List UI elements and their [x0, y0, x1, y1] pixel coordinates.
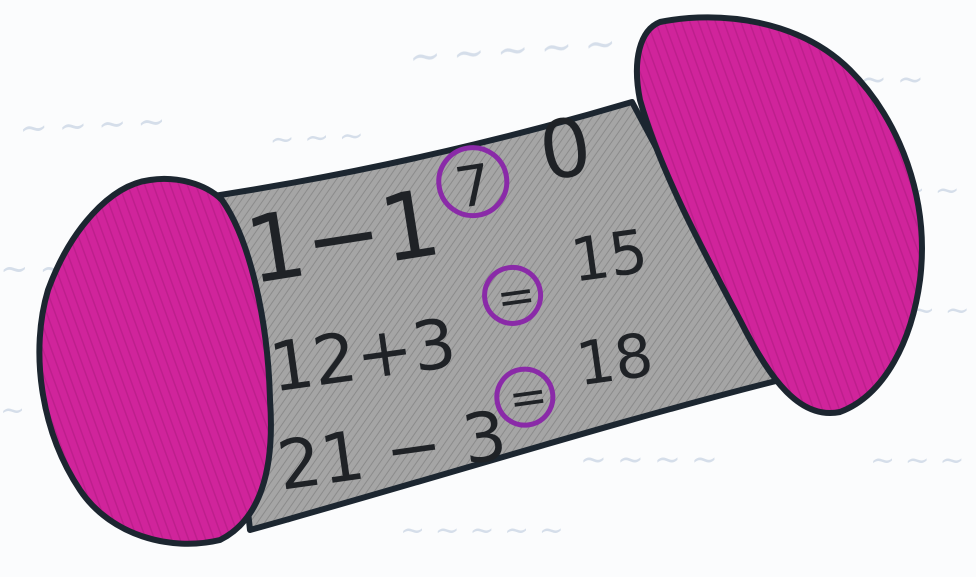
svg-text:~ ~ ~ ~ ~: ~ ~ ~ ~ ~: [400, 513, 564, 548]
svg-text:~ ~ ~: ~ ~ ~: [269, 118, 365, 158]
equation-2-sign: =: [493, 267, 539, 326]
equation-3-sign: =: [505, 367, 551, 426]
svg-text:~ ~ ~ ~ ~: ~ ~ ~ ~ ~: [408, 21, 618, 79]
equation-1-sign-circle: [436, 145, 510, 219]
left-weight: [36, 175, 274, 547]
equation-2-right: 15: [567, 217, 652, 297]
svg-text:~ ~ ~ ~: ~ ~ ~ ~: [18, 101, 166, 149]
equation-3-right: 18: [572, 320, 657, 400]
right-weight: [634, 14, 925, 416]
svg-text:~: ~: [0, 393, 25, 428]
svg-text:~ ~ ~: ~ ~ ~: [870, 443, 964, 478]
svg-text:~ ~ ~ ~: ~ ~ ~ ~: [580, 440, 718, 478]
equation-2-sign-circle: [482, 264, 544, 326]
equation-3-sign-circle: [494, 366, 556, 428]
bleed-through-text: ~ ~ ~ ~ ~ ~ ~ ~ ~ ~ ~ ~ ~ ~ ~ ~ ~ ~ ~ ~ …: [0, 21, 970, 548]
svg-text:~ ~: ~ ~: [910, 293, 970, 328]
